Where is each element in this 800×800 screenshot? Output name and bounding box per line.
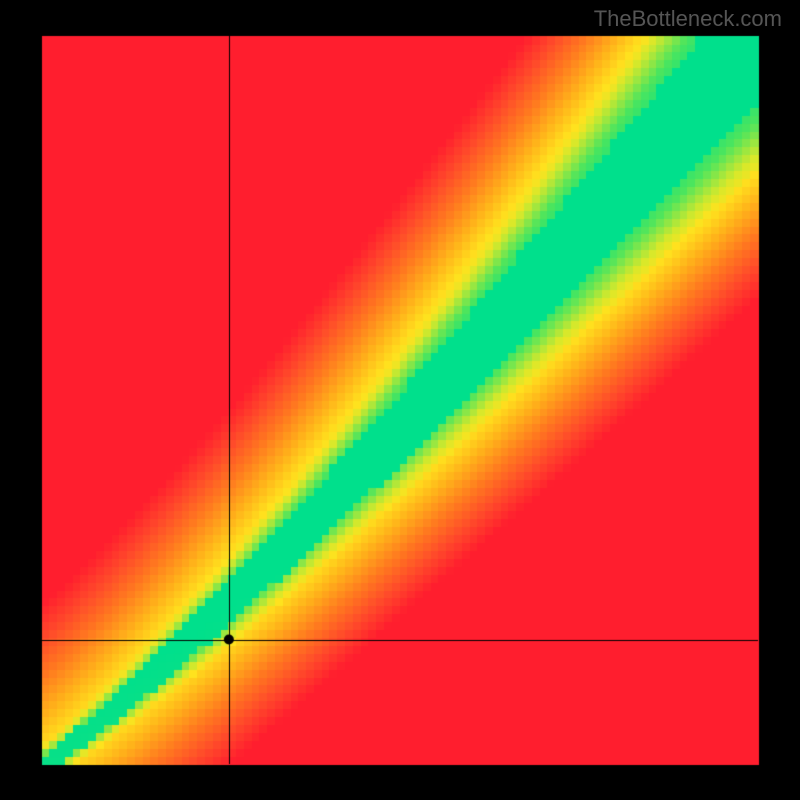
chart-container: TheBottleneck.com <box>0 0 800 800</box>
heatmap-canvas <box>0 0 800 800</box>
attribution-label: TheBottleneck.com <box>594 6 782 32</box>
